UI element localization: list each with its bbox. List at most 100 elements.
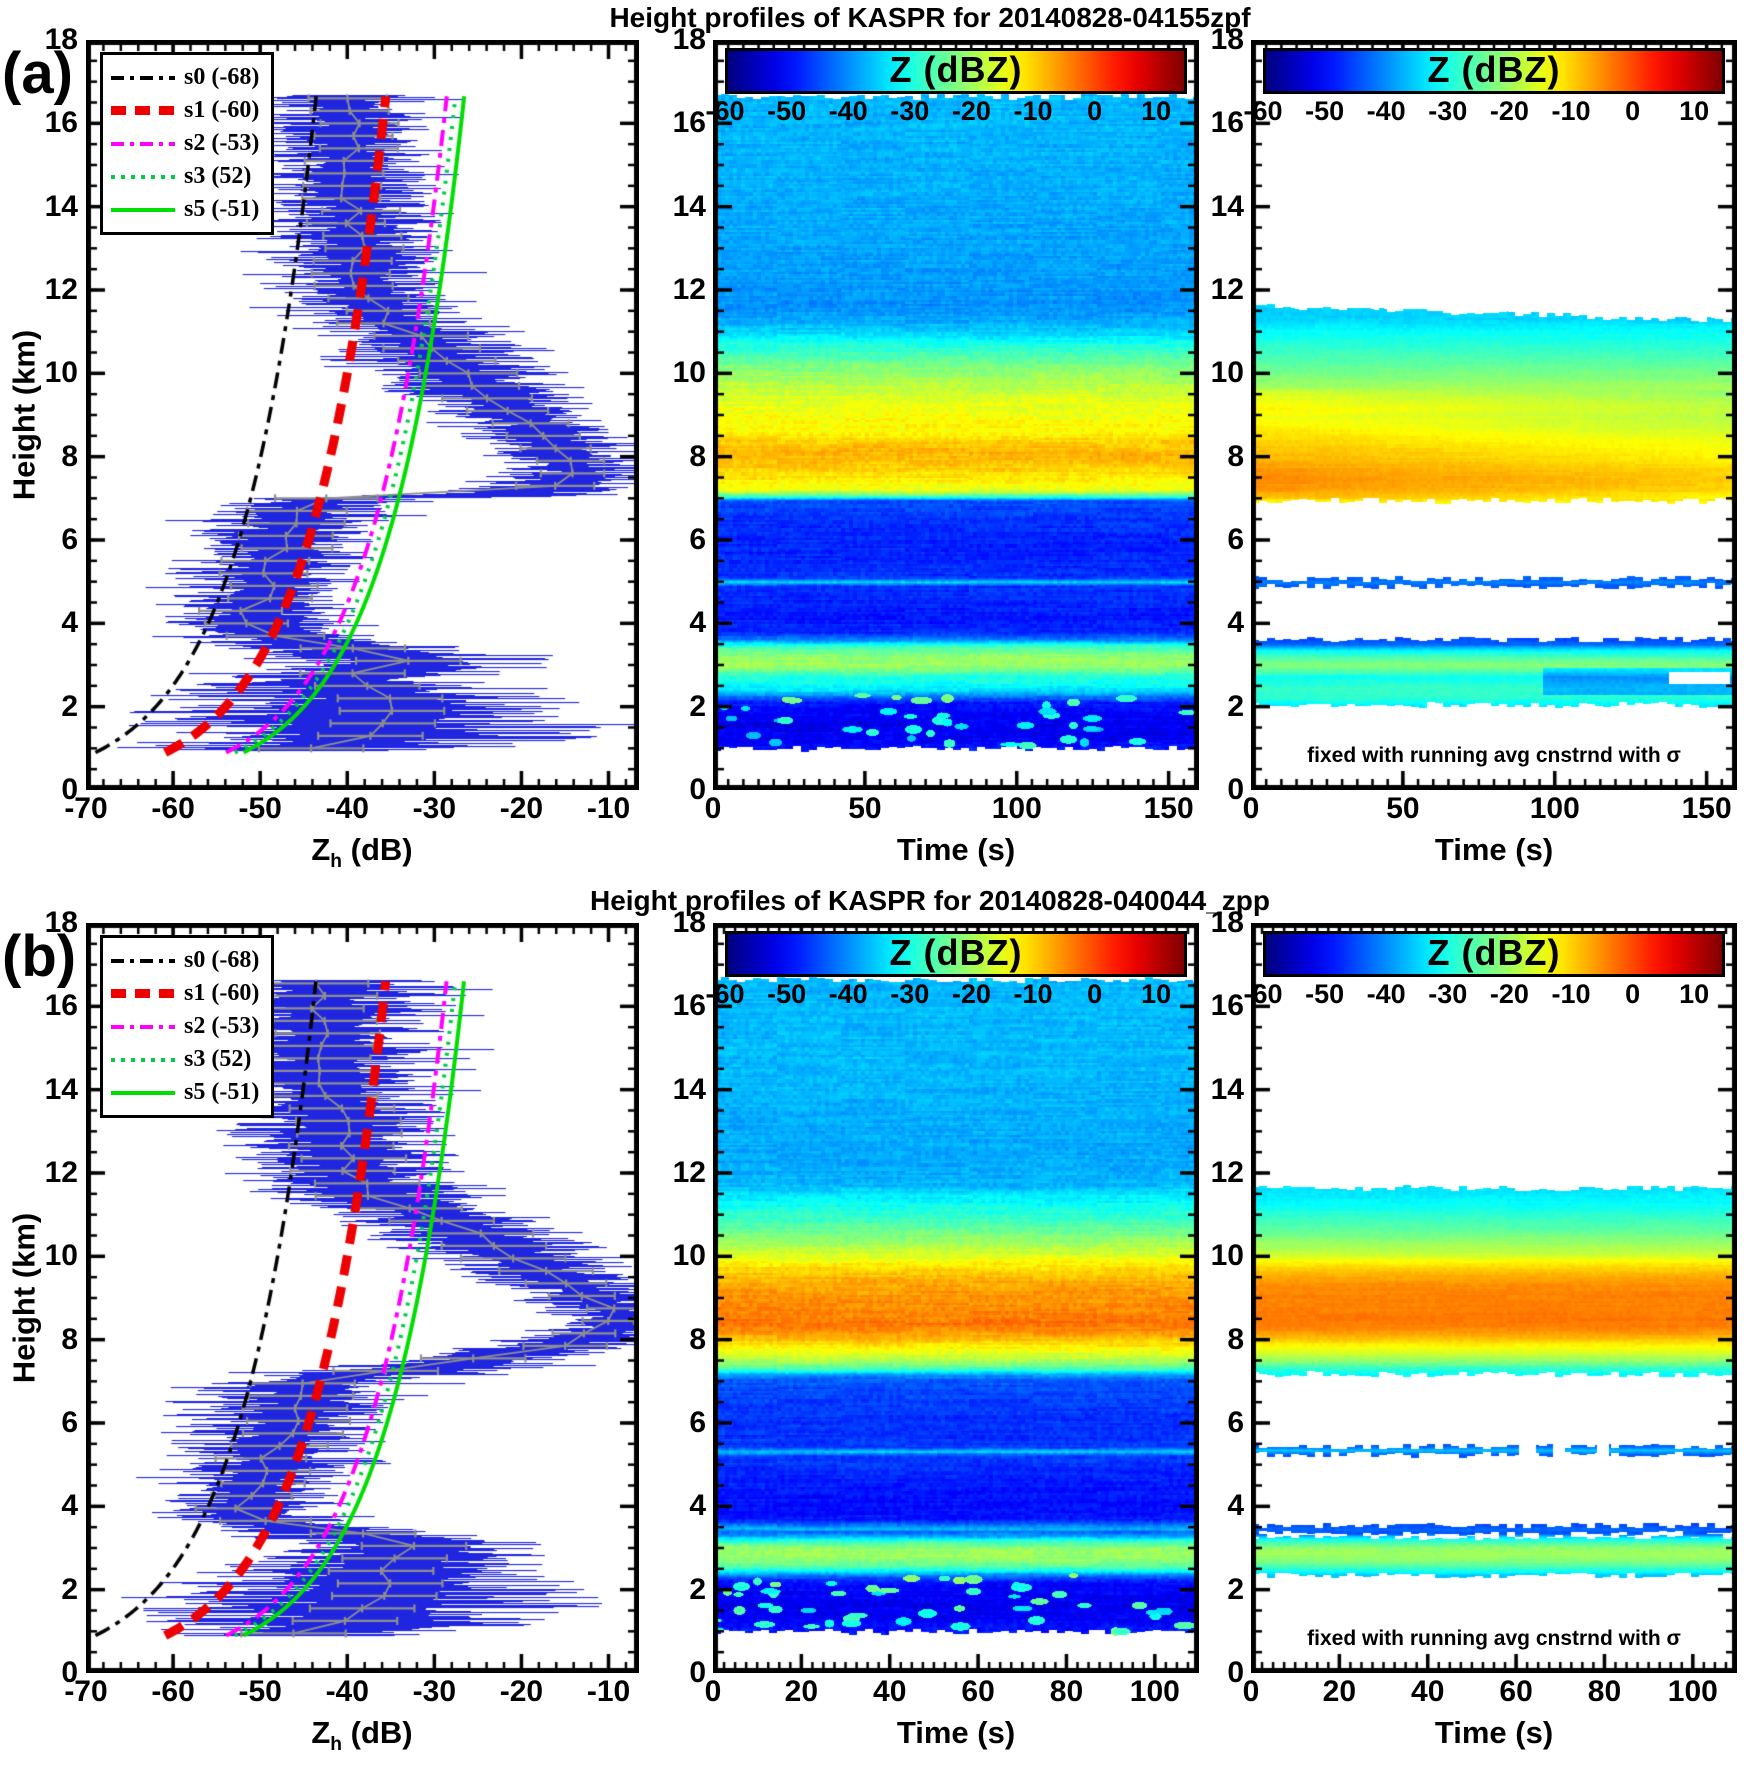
tick-label: 10: [1679, 979, 1710, 1009]
tick-label: -10: [586, 792, 631, 825]
tick-label: -20: [499, 1675, 544, 1708]
tick-label: 18: [672, 23, 706, 56]
colorbar: [1263, 931, 1725, 977]
tick-label: 100: [1529, 792, 1580, 825]
tick-label: 0: [61, 773, 78, 806]
tick-label: 0: [1625, 96, 1641, 126]
tick-label: 2: [61, 1572, 78, 1606]
tick-label: 6: [1227, 523, 1244, 556]
tick-label: 0: [704, 792, 722, 825]
legend-entry-label: s0 (-68): [184, 64, 260, 90]
tick-label: 4: [61, 1489, 78, 1523]
tick-label: -60: [705, 979, 745, 1009]
tick-label: 12: [672, 1156, 706, 1189]
tick-label: -50: [1305, 979, 1345, 1009]
tick-label: 0: [1625, 979, 1641, 1009]
tick-label: -30: [412, 792, 457, 825]
legend-entry-label: s5 (-51): [184, 1079, 260, 1105]
tick-label: 4: [1227, 606, 1244, 640]
tick-label: 4: [1227, 1489, 1244, 1523]
tick-label: -10: [1551, 979, 1591, 1009]
tick-label: 6: [1227, 1406, 1244, 1439]
tick-label: 4: [61, 606, 78, 640]
tick-label: 2: [1227, 689, 1244, 723]
legend-entry-label: s2 (-53): [184, 1013, 260, 1039]
colorbar-title: Z (dBZ): [1427, 49, 1561, 90]
tick-label: 150: [1143, 792, 1194, 825]
x-axis-label-time: Time (s): [1434, 832, 1554, 867]
legend-entry-label: s5 (-51): [184, 196, 260, 222]
tick-label: 40: [873, 1675, 907, 1708]
tick-label: 0: [61, 1656, 78, 1689]
tick-label: 0: [1227, 1656, 1244, 1689]
tick-label: 8: [689, 439, 706, 473]
tick-label: 60: [961, 1675, 995, 1708]
tick-label: 18: [672, 906, 706, 939]
tick-label: 10: [1210, 356, 1244, 390]
tick-label: 16: [1210, 106, 1244, 140]
tick-label: 18: [44, 23, 78, 56]
tick-label: -60: [705, 96, 745, 126]
tick-label: 18: [1210, 23, 1244, 56]
tick-label: 20: [784, 1675, 819, 1708]
legend-line-sample-icon: [111, 75, 175, 80]
tick-label: -10: [1013, 96, 1053, 126]
tick-label: 14: [1210, 189, 1244, 223]
tick-label: -30: [412, 1675, 457, 1708]
tick-label: 0: [704, 1675, 722, 1708]
tick-label: -60: [151, 792, 195, 825]
spectrogram-canvas: [713, 40, 1199, 790]
tick-label: -20: [1489, 979, 1529, 1009]
filtered-spectrogram-canvas: [1251, 40, 1737, 790]
tick-label: -60: [1243, 979, 1283, 1009]
tick-label: -30: [1428, 96, 1468, 126]
tick-label: -50: [767, 979, 807, 1009]
tick-label: 0: [1242, 792, 1260, 825]
tick-label: 18: [1210, 906, 1244, 939]
colorbar-title: Z (dBZ): [889, 932, 1023, 973]
tick-label: 80: [1049, 1675, 1084, 1708]
tick-label: -20: [499, 792, 544, 825]
panel-label-b: (b): [2, 924, 77, 989]
tick-label: -40: [828, 979, 868, 1009]
tick-label: 10: [44, 356, 78, 390]
tick-label: -20: [1489, 96, 1529, 126]
tick-label: 14: [44, 189, 78, 223]
tick-label: 40: [1411, 1675, 1445, 1708]
legend-entry-label: s1 (-60): [184, 980, 260, 1006]
tick-label: 2: [689, 689, 706, 723]
tick-label: 6: [61, 1406, 78, 1439]
x-axis-label-time: Time (s): [896, 1715, 1016, 1750]
tick-label: 10: [1141, 979, 1172, 1009]
spectrogram-canvas: [713, 923, 1199, 1673]
tick-label: 12: [44, 273, 78, 306]
tick-label: 100: [1129, 1675, 1180, 1708]
legend-entry: s0 (-68): [111, 61, 259, 94]
tick-label: 20: [1322, 1675, 1357, 1708]
tick-label: 10: [1679, 96, 1710, 126]
colorbar-title: Z (dBZ): [889, 49, 1023, 90]
tick-label: 150: [1681, 792, 1732, 825]
legend-line-sample-icon: [111, 207, 175, 212]
legend-entry-label: s3 (52): [184, 163, 252, 189]
legend-entry: s1 (-60): [111, 977, 259, 1010]
x-axis-label-zh: Zh (dB): [311, 832, 413, 873]
y-axis-label: Height (km): [6, 1212, 41, 1384]
tick-label: 50: [848, 792, 882, 825]
tick-label: 12: [44, 1156, 78, 1189]
tick-label: -50: [238, 792, 282, 825]
tick-label: -40: [325, 792, 369, 825]
row-b-title: Height profiles of KASPR for 20140828-04…: [589, 885, 1270, 916]
tick-label: 8: [61, 439, 78, 473]
legend-entry: s3 (52): [111, 160, 259, 193]
tick-label: 0: [1242, 1675, 1260, 1708]
tick-label: 80: [1587, 1675, 1622, 1708]
legend-entry-label: s0 (-68): [184, 947, 260, 973]
tick-label: 0: [689, 1656, 706, 1689]
tick-label: 16: [1210, 989, 1244, 1023]
colorbar: [725, 48, 1187, 94]
tick-label: 2: [61, 689, 78, 723]
tick-label: 16: [44, 989, 78, 1023]
tick-label: -20: [951, 96, 991, 126]
legend-line-sample-icon: [111, 958, 175, 963]
